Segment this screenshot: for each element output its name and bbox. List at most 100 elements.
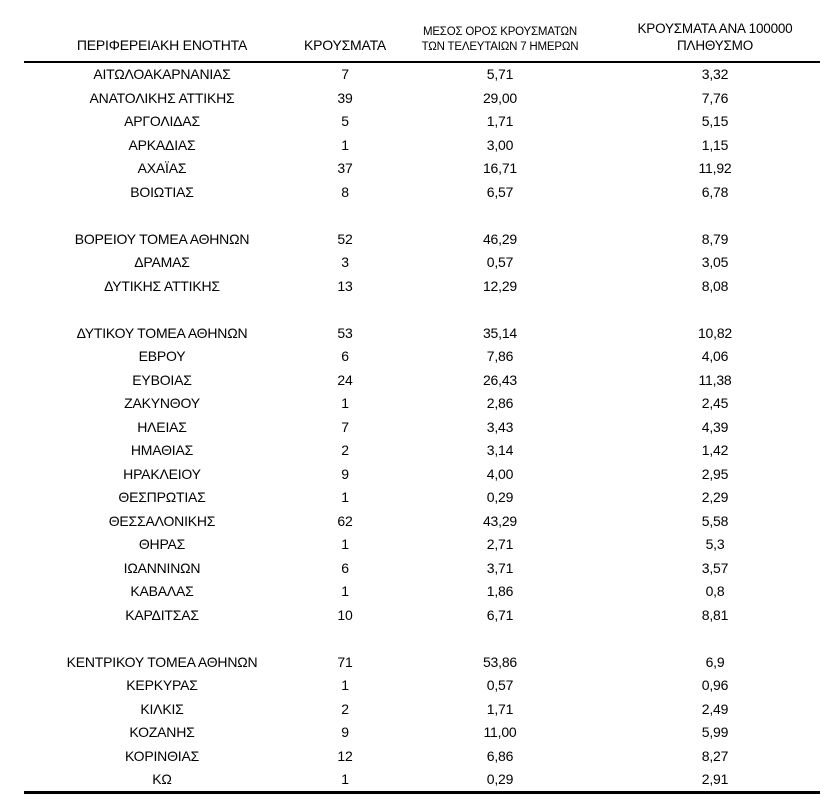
cases-cell: 39 [337,89,353,106]
table-row: ΕΥΒΟΙΑΣ 24 26,43 11,38 [24,368,820,392]
spacer-cell [24,204,820,228]
cases-cell: 1 [341,677,349,694]
avg7-cell: 0,57 [486,677,514,694]
cases-cell: 3 [341,254,349,271]
cases-cell: 71 [337,653,353,670]
per100k-cell: 11,92 [698,160,732,177]
region-cell: ΔΥΤΙΚΟΥ ΤΟΜΕΑ ΑΘΗΝΩΝ [76,324,248,341]
per100k-cell: 0,96 [701,677,729,694]
table-header-row: ΠΕΡΙΦΕΡΕΙΑΚΗ ΕΝΟΤΗΤΑ ΚΡΟΥΣΜΑΤΑ ΜΕΣΟΣ ΟΡΟΣ … [24,6,820,62]
avg7-cell: 12,29 [482,277,518,294]
cases-cell: 12 [337,747,353,764]
region-cell: ΘΕΣΣΑΛΟΝΙΚΗΣ [108,512,216,529]
avg7-cell: 1,86 [486,583,514,600]
region-cell: ΖΑΚΥΝΘΟΥ [124,395,200,412]
table-row: ΑΡΚΑΔΙΑΣ 1 3,00 1,15 [24,133,820,157]
per100k-cell: 7,76 [701,89,729,106]
region-cell: ΑΡΚΑΔΙΑΣ [128,136,196,153]
region-cell: ΚΙΛΚΙΣ [140,700,184,717]
cases-cell: 10 [337,606,353,623]
cases-cell: 1 [341,489,349,506]
avg7-cell: 3,71 [486,559,514,576]
region-cell: ΚΟΖΑΝΗΣ [129,724,195,741]
avg7-cell: 46,29 [482,230,518,247]
cases-cell: 7 [341,418,349,435]
cases-cell: 6 [341,559,349,576]
table-row: ΔΡΑΜΑΣ 3 0,57 3,05 [24,251,820,275]
region-cell: ΚΟΡΙΝΘΙΑΣ [124,747,200,764]
avg7-cell: 6,86 [486,747,514,764]
region-cell: ΚΩ [152,771,172,788]
region-cell: ΔΥΤΙΚΗΣ ΑΤΤΙΚΗΣ [104,277,220,294]
per100k-cell: 8,27 [701,747,729,764]
table-row: ΚΙΛΚΙΣ 2 1,71 2,49 [24,697,820,721]
region-cell: ΙΩΑΝΝΙΝΩΝ [123,559,201,576]
per100k-cell: 4,39 [701,418,729,435]
table-row: ΔΥΤΙΚΟΥ ΤΟΜΕΑ ΑΘΗΝΩΝ 53 35,14 10,82 [24,321,820,345]
region-cell: ΗΛΕΙΑΣ [137,418,187,435]
avg7-cell: 1,71 [486,113,514,130]
table-row: ΗΛΕΙΑΣ 7 3,43 4,39 [24,415,820,439]
cases-cell: 52 [337,230,353,247]
cases-cell: 2 [341,442,349,459]
table-row: ΗΜΑΘΙΑΣ 2 3,14 1,42 [24,439,820,463]
cases-cell: 62 [337,512,353,529]
avg7-cell: 16,71 [482,160,518,177]
spacer-cell [24,298,820,322]
table-row: ΗΡΑΚΛΕΙΟΥ 9 4,00 2,95 [24,462,820,486]
per100k-cell: 2,29 [701,489,729,506]
avg7-cell: 11,00 [483,724,517,741]
cases-cell: 1 [341,536,349,553]
per100k-cell: 5,3 [705,536,725,553]
cases-cell: 9 [341,465,349,482]
table-row: ΑΡΓΟΛΙΔΑΣ 5 1,71 5,15 [24,110,820,134]
per100k-cell: 8,79 [701,230,729,247]
per100k-cell: 0,8 [705,583,725,600]
avg7-cell: 5,71 [486,66,514,83]
per100k-cell: 3,05 [701,254,729,271]
avg7-cell: 3,14 [486,442,514,459]
spacer-cell [24,627,820,651]
per100k-cell: 6,78 [701,183,729,200]
region-cell: ΚΕΡΚΥΡΑΣ [126,677,198,694]
avg7-cell: 4,00 [486,465,514,482]
cases-cell: 5 [341,113,349,130]
table-row: ΘΕΣΠΡΩΤΙΑΣ 1 0,29 2,29 [24,486,820,510]
avg7-cell: 3,00 [486,136,514,153]
per100k-cell: 5,58 [701,512,729,529]
regional-cases-table: ΠΕΡΙΦΕΡΕΙΑΚΗ ΕΝΟΤΗΤΑ ΚΡΟΥΣΜΑΤΑ ΜΕΣΟΣ ΟΡΟΣ … [24,6,820,794]
table-row: ΔΥΤΙΚΗΣ ΑΤΤΙΚΗΣ 13 12,29 8,08 [24,274,820,298]
cases-cell: 53 [337,324,353,341]
cases-cell: 2 [341,700,349,717]
region-cell: ΑΡΓΟΛΙΔΑΣ [124,113,200,130]
avg7-cell: 29,00 [482,89,518,106]
region-cell: ΕΥΒΟΙΑΣ [132,371,192,388]
region-cell: ΒΟΙΩΤΙΑΣ [130,183,194,200]
avg7-cell: 35,14 [482,324,518,341]
avg7-cell: 43,29 [482,512,518,529]
avg7-cell: 0,29 [486,771,514,788]
per100k-cell: 2,91 [701,771,729,788]
cases-cell: 1 [341,583,349,600]
per100k-cell: 8,81 [701,606,729,623]
avg7-cell: 1,71 [486,700,514,717]
table-row: ΚΟΖΑΝΗΣ 9 11,00 5,99 [24,721,820,745]
table-body: ΑΙΤΩΛΟΑΚΑΡΝΑΝΙΑΣ 7 5,71 3,32 ΑΝΑΤΟΛΙΚΗΣ ΑΤΤΙ… [24,62,820,793]
table-row: ΘΗΡΑΣ 1 2,71 5,3 [24,533,820,557]
per100k-cell: 6,9 [705,653,725,670]
region-cell: ΒΟΡΕΙΟΥ ΤΟΜΕΑ ΑΘΗΝΩΝ [74,230,250,247]
avg7-cell: 0,57 [486,254,514,271]
per100k-cell: 2,45 [701,395,729,412]
region-cell: ΗΜΑΘΙΑΣ [130,442,194,459]
column-header-region: ΠΕΡΙΦΕΡΕΙΑΚΗ ΕΝΟΤΗΤΑ [76,36,248,53]
region-cell: ΘΕΣΠΡΩΤΙΑΣ [118,489,206,506]
cases-cell: 1 [341,771,349,788]
per100k-cell: 2,49 [701,700,729,717]
table-row: ΚΑΡΔΙΤΣΑΣ 10 6,71 8,81 [24,603,820,627]
avg7-cell: 6,71 [486,606,514,623]
table-row: ΘΕΣΣΑΛΟΝΙΚΗΣ 62 43,29 5,58 [24,509,820,533]
region-cell: ΚΑΒΑΛΑΣ [130,583,194,600]
table-row: ΚΕΝΤΡΙΚΟΥ ΤΟΜΕΑ ΑΘΗΝΩΝ 71 53,86 6,9 [24,650,820,674]
region-cell: ΔΡΑΜΑΣ [134,254,190,271]
per100k-cell: 8,08 [701,277,729,294]
